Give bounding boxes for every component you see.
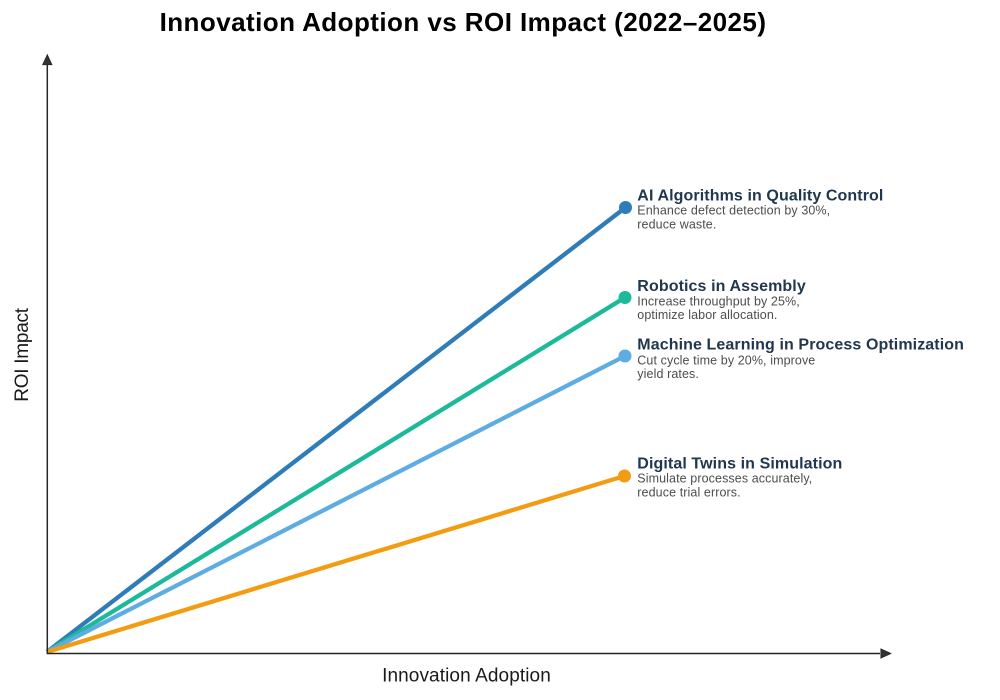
svg-text:Robotics in Assembly: Robotics in Assembly [637, 278, 806, 295]
svg-text:Innovation Adoption: Innovation Adoption [382, 665, 551, 686]
svg-text:Innovation Adoption vs ROI Imp: Innovation Adoption vs ROI Impact (2022–… [160, 7, 767, 37]
svg-text:optimize labor allocation.: optimize labor allocation. [637, 308, 777, 322]
svg-text:yield rates.: yield rates. [637, 367, 699, 381]
svg-text:ROI Impact: ROI Impact [12, 307, 33, 402]
svg-text:reduce trial errors.: reduce trial errors. [637, 485, 740, 499]
svg-text:Enhance defect detection by 30: Enhance defect detection by 30%, [637, 204, 830, 218]
svg-text:Increase throughput by 25%,: Increase throughput by 25%, [637, 294, 800, 308]
svg-text:Cut cycle time by 20%, improve: Cut cycle time by 20%, improve [637, 353, 815, 367]
svg-text:reduce waste.: reduce waste. [637, 217, 716, 231]
svg-text:Simulate processes accurately,: Simulate processes accurately, [637, 472, 812, 486]
svg-text:Machine Learning in Process Op: Machine Learning in Process Optimization [637, 336, 964, 353]
svg-text:Digital Twins in Simulation: Digital Twins in Simulation [637, 456, 842, 473]
svg-text:AI Algorithms in Quality Contr: AI Algorithms in Quality Control [637, 188, 883, 205]
